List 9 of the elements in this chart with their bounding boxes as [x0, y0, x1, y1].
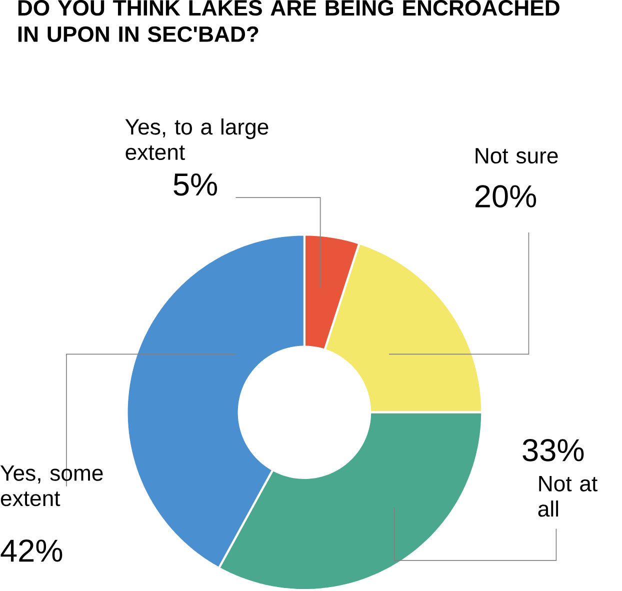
data-label: 33%	[522, 438, 584, 462]
data-label: 20%	[476, 185, 536, 208]
slice-label: Not at all	[538, 476, 598, 517]
data-label: 5%	[174, 173, 217, 196]
chart-title: DO YOU THINK LAKES ARE BEING ENCROACHED IN UPON IN SEC'BAD?	[18, 0, 560, 42]
slice-label: Not sure	[476, 148, 558, 164]
data-label: 42%	[0, 539, 62, 562]
slice-label: Yes, some extent	[0, 465, 103, 506]
slice-label: Yes, to a large extent	[125, 118, 268, 160]
